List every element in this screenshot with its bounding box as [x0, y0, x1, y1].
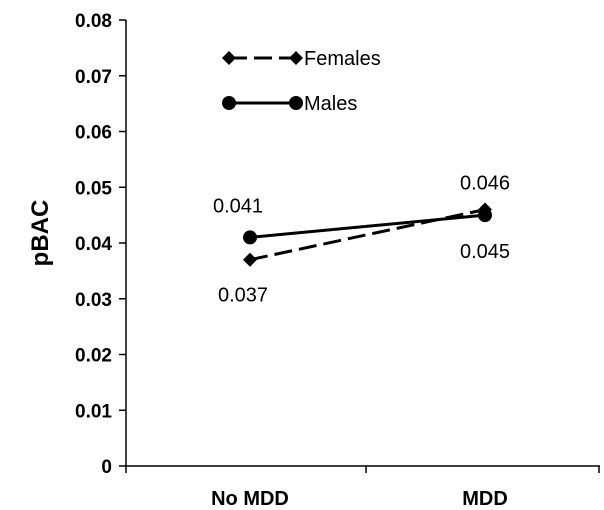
legend-item-males: Males	[222, 93, 357, 115]
y-axis: 0 0.01 0.02 0.03 0.04 0.05 0.06 0.07 0.08	[75, 11, 127, 478]
y-tick-label: 0.07	[75, 67, 112, 88]
series-line	[249, 213, 486, 239]
series-layer: 0.037 0.046 0.041 0.045	[213, 173, 510, 307]
y-tick-label: 0	[101, 457, 112, 478]
data-label: 0.037	[218, 285, 268, 307]
legend-label: Males	[304, 93, 357, 115]
circle-marker	[478, 208, 492, 223]
diamond-marker	[243, 252, 257, 267]
x-axis: No MDD MDD	[125, 465, 600, 510]
y-tick-label: 0.06	[75, 123, 112, 144]
data-label: 0.046	[460, 173, 510, 195]
legend-diamond-icon	[222, 51, 236, 65]
data-label: 0.041	[213, 195, 263, 217]
legend-label: Females	[304, 48, 381, 70]
y-tick-label: 0.01	[75, 401, 112, 422]
data-label: 0.045	[460, 241, 510, 263]
y-tick-label: 0.05	[75, 178, 112, 199]
y-tick-label: 0.04	[75, 234, 112, 255]
legend-circle-icon	[289, 96, 303, 110]
legend-circle-icon	[222, 96, 236, 110]
y-ticks: 0 0.01 0.02 0.03 0.04 0.05 0.06 0.07 0.08	[75, 11, 126, 478]
y-axis-title: pBAC	[27, 200, 54, 267]
series-females: 0.037 0.046	[218, 173, 510, 307]
series-males: 0.041 0.045	[213, 195, 510, 263]
y-tick-label: 0.02	[75, 346, 112, 367]
x-ticks: No MDD MDD	[125, 466, 600, 510]
y-tick-label: 0.03	[75, 290, 112, 311]
circle-marker	[243, 230, 257, 245]
x-category-label: No MDD	[211, 488, 289, 510]
legend: Females Males	[222, 48, 381, 115]
legend-item-females: Females	[222, 48, 381, 70]
x-category-label: MDD	[462, 488, 508, 510]
y-tick-label: 0.08	[75, 11, 112, 32]
legend-diamond-icon	[289, 51, 303, 65]
